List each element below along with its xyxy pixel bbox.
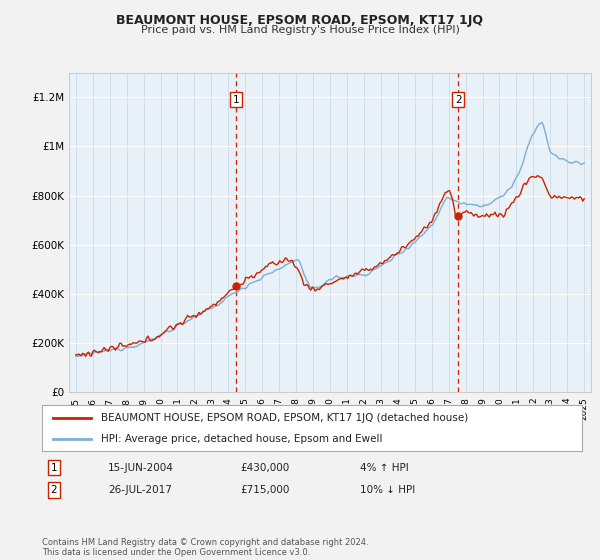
Text: BEAUMONT HOUSE, EPSOM ROAD, EPSOM, KT17 1JQ (detached house): BEAUMONT HOUSE, EPSOM ROAD, EPSOM, KT17 … [101, 413, 469, 423]
Text: 2: 2 [50, 485, 58, 495]
Text: 26-JUL-2017: 26-JUL-2017 [108, 485, 172, 495]
Text: 1: 1 [50, 463, 58, 473]
Text: 2: 2 [455, 95, 461, 105]
Text: 10% ↓ HPI: 10% ↓ HPI [360, 485, 415, 495]
Text: HPI: Average price, detached house, Epsom and Ewell: HPI: Average price, detached house, Epso… [101, 435, 383, 444]
Text: £715,000: £715,000 [240, 485, 289, 495]
Text: 1: 1 [233, 95, 239, 105]
Text: Contains HM Land Registry data © Crown copyright and database right 2024.
This d: Contains HM Land Registry data © Crown c… [42, 538, 368, 557]
Text: BEAUMONT HOUSE, EPSOM ROAD, EPSOM, KT17 1JQ: BEAUMONT HOUSE, EPSOM ROAD, EPSOM, KT17 … [116, 14, 484, 27]
Text: Price paid vs. HM Land Registry's House Price Index (HPI): Price paid vs. HM Land Registry's House … [140, 25, 460, 35]
Text: 15-JUN-2004: 15-JUN-2004 [108, 463, 174, 473]
Text: 4% ↑ HPI: 4% ↑ HPI [360, 463, 409, 473]
Text: £430,000: £430,000 [240, 463, 289, 473]
